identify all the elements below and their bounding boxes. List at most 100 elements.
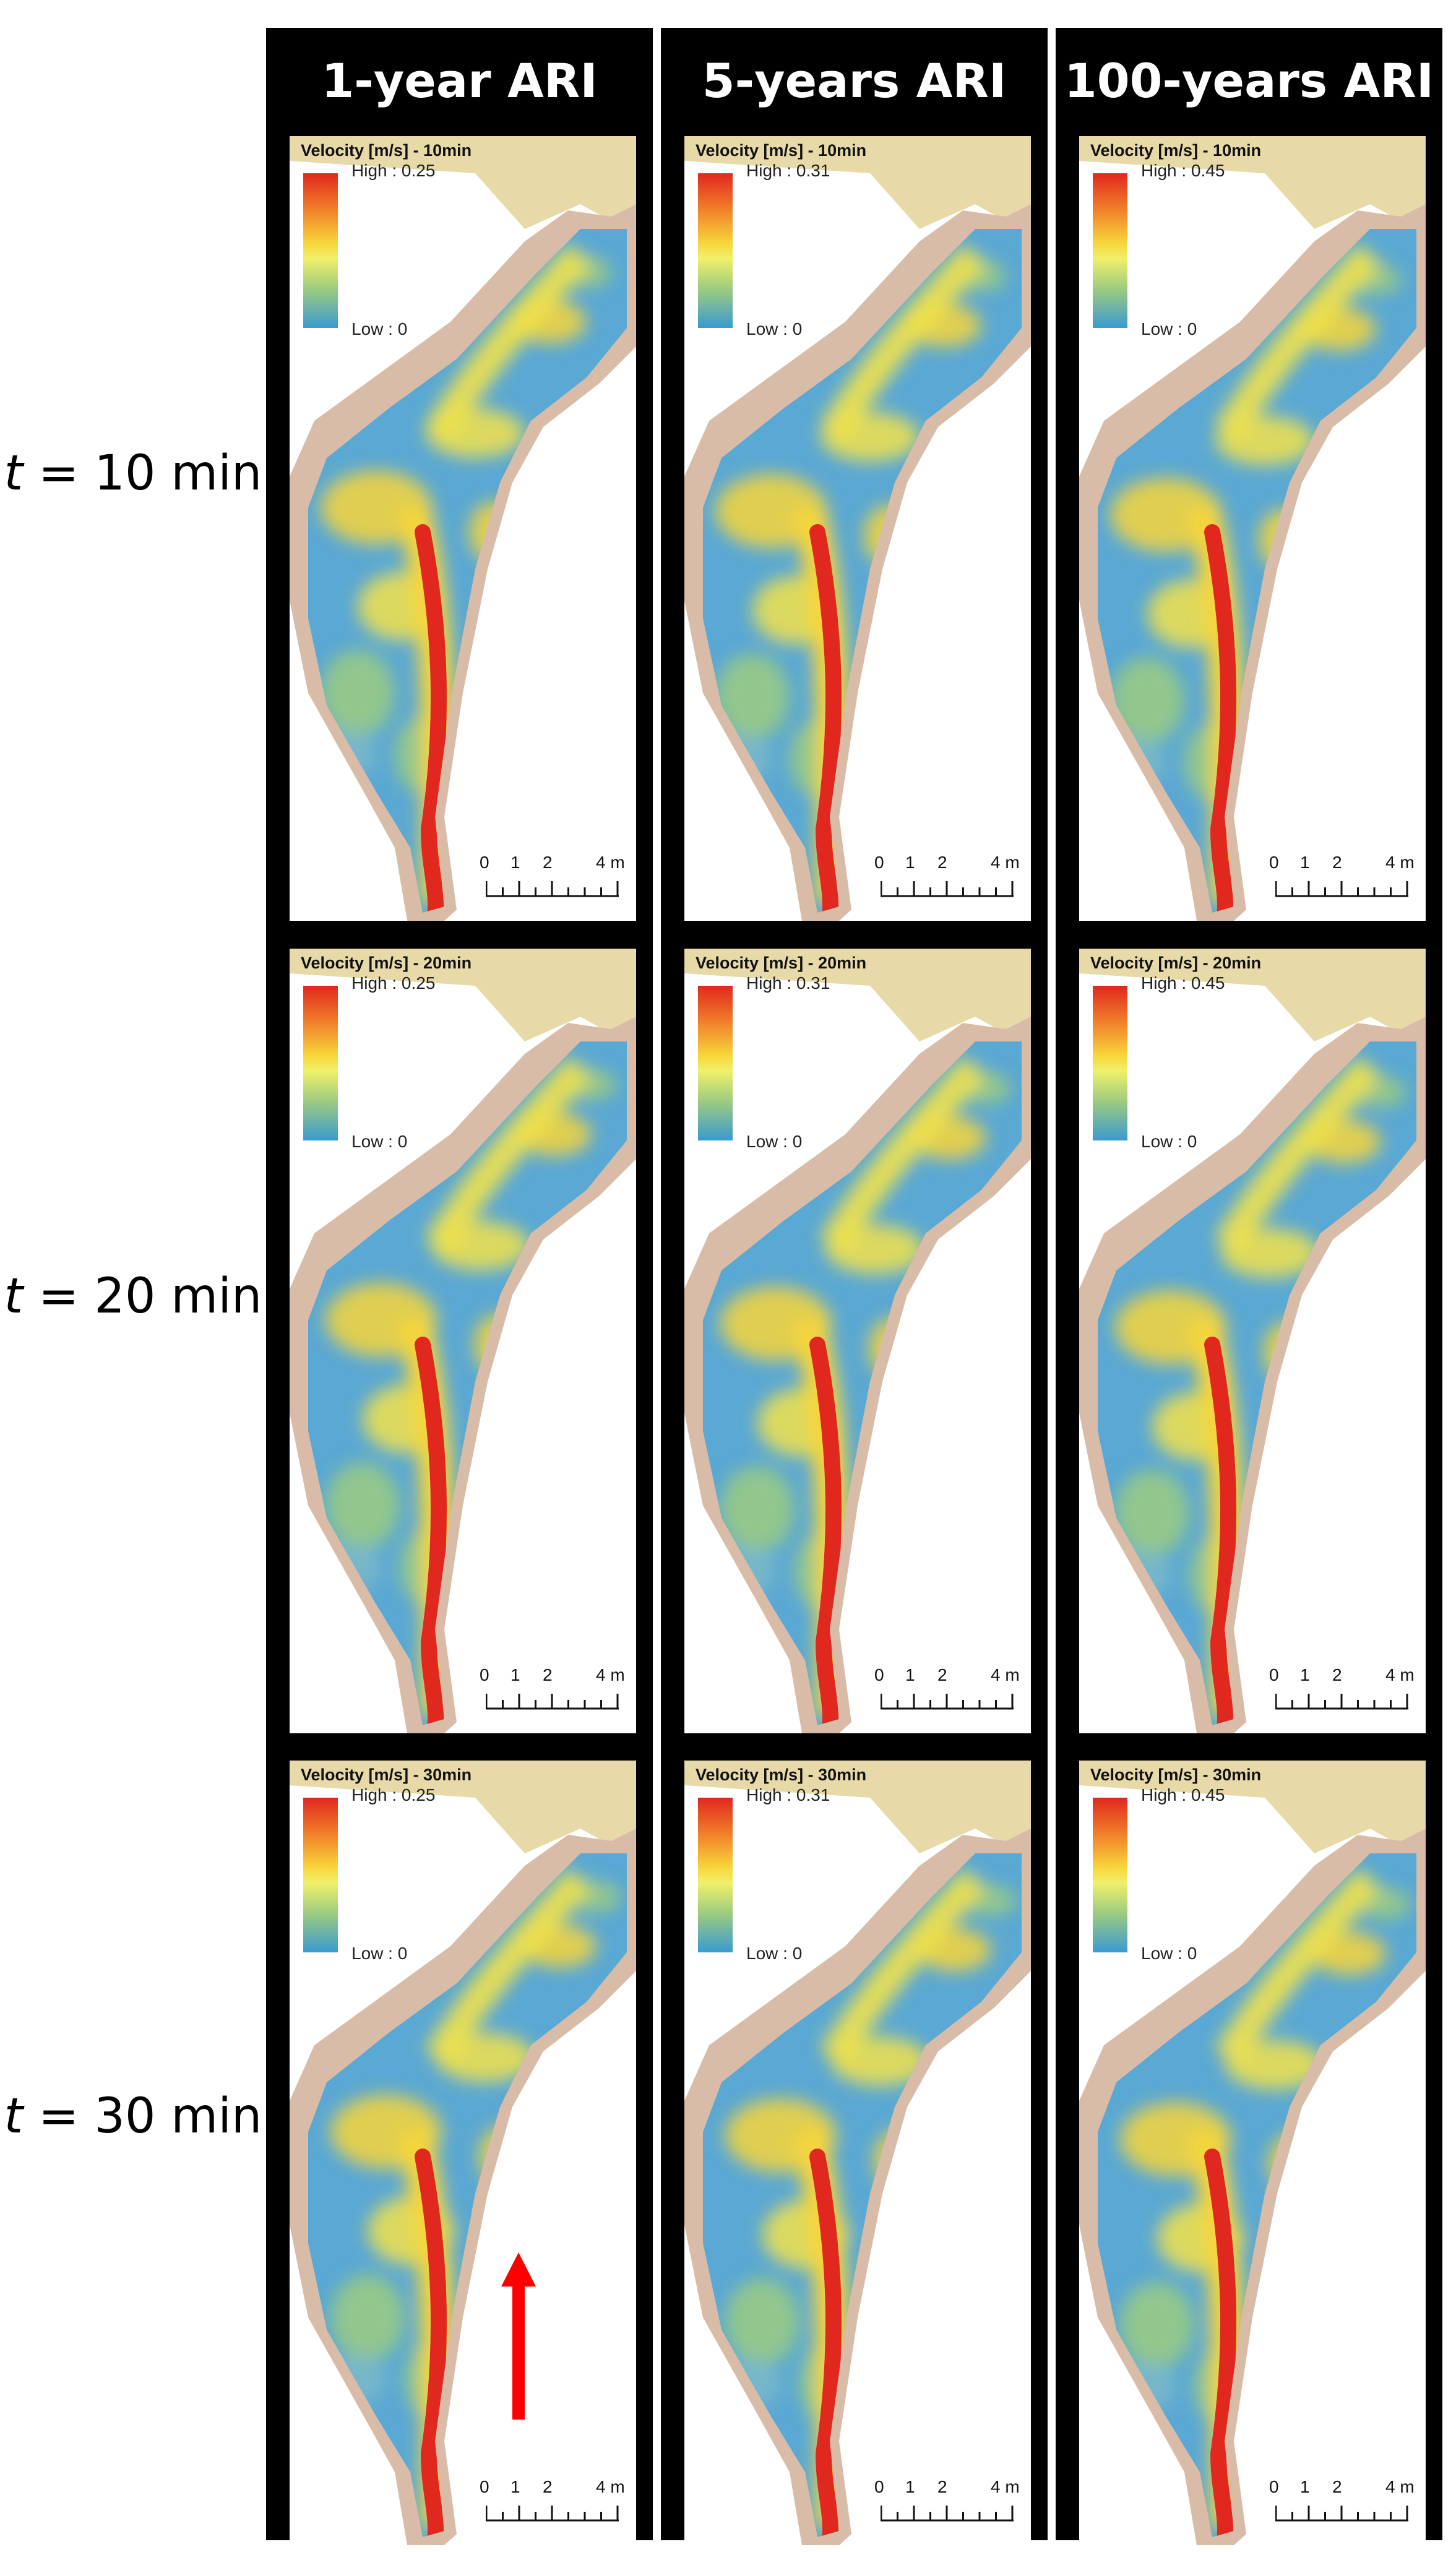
- column-header: 100-years ARI: [1064, 53, 1434, 108]
- scale-label: 1: [510, 2477, 520, 2496]
- scale-label: 4 m: [991, 2477, 1020, 2496]
- legend-title: Velocity [m/s] - 10min: [301, 141, 472, 160]
- scale-label: 2: [543, 1665, 553, 1684]
- legend-high-label: High : 0.31: [746, 1785, 830, 1804]
- legend-high-label: High : 0.45: [1141, 1785, 1225, 1804]
- legend-title: Velocity [m/s] - 30min: [1090, 1765, 1262, 1784]
- scale-ticks: [486, 2506, 619, 2522]
- eddy: [325, 1462, 400, 1549]
- scale-label: 4 m: [1385, 853, 1415, 872]
- legend-title: Velocity [m/s] - 10min: [1090, 141, 1262, 160]
- scale-label: 2: [937, 2477, 947, 2496]
- velocity-panel: Velocity [m/s] - 20min High : 0.45 Low : 0…: [1079, 949, 1426, 1733]
- legend-color-ramp: [303, 1798, 338, 1952]
- scale-label: 2: [1332, 853, 1342, 872]
- legend-title: Velocity [m/s] - 20min: [696, 954, 867, 972]
- terrain-area: [684, 1761, 1031, 1860]
- legend-title: Velocity [m/s] - 20min: [301, 954, 472, 972]
- scale-bar: 0 1 2 4 m: [873, 2477, 1022, 2527]
- legend-color-ramp: [698, 1798, 733, 1952]
- high-velocity-jet: [809, 524, 842, 913]
- eddy: [321, 650, 395, 736]
- scale-label: 0: [1269, 2477, 1279, 2496]
- scale-bar: 0 1 2 4 m: [478, 1665, 627, 1715]
- legend-title: Velocity [m/s] - 30min: [696, 1765, 867, 1784]
- scale-label: 4 m: [991, 1665, 1020, 1684]
- velocity-map: [290, 136, 636, 921]
- legend-low-label: Low : 0: [351, 1944, 408, 1963]
- row-label-10min: t = 10 min: [4, 446, 262, 501]
- scale-label: 2: [543, 853, 553, 872]
- scale-label: 2: [1332, 1665, 1342, 1684]
- scale-label: 2: [1332, 2477, 1342, 2496]
- terrain-area: [290, 949, 636, 1048]
- scale-label: 1: [905, 2477, 915, 2496]
- scale-bar: 0 1 2 4 m: [873, 853, 1022, 902]
- legend-low-label: Low : 0: [1141, 319, 1197, 338]
- scale-label: 1: [510, 853, 520, 872]
- scale-label: 1: [905, 853, 915, 872]
- high-velocity-jet: [1204, 2149, 1237, 2537]
- velocity-panel: Velocity [m/s] - 30min High : 0.31 Low : 0…: [684, 1761, 1031, 2545]
- scale-ticks: [1275, 881, 1408, 897]
- high-velocity-jet: [415, 524, 447, 913]
- legend-title: Velocity [m/s] - 20min: [1090, 954, 1262, 972]
- scale-label: 1: [1300, 853, 1310, 872]
- legend-color-ramp: [1093, 173, 1127, 328]
- scale-ticks: [486, 881, 619, 897]
- high-velocity-jet: [809, 1337, 842, 1725]
- terrain-area: [1079, 1761, 1426, 1860]
- scale-label: 2: [937, 1665, 947, 1684]
- scale-label: 1: [905, 1665, 915, 1684]
- eddy: [1225, 2040, 1324, 2090]
- eddy: [330, 2274, 405, 2361]
- legend-title: Velocity [m/s] - 10min: [696, 141, 867, 160]
- legend-color-ramp: [698, 986, 733, 1140]
- column-header: 5-years ARI: [702, 53, 1007, 108]
- scale-bar: 0 1 2 4 m: [873, 1665, 1022, 1715]
- scale-label: 4 m: [1385, 1665, 1415, 1684]
- legend-high-label: High : 0.25: [351, 973, 436, 993]
- scale-ticks: [881, 1694, 1014, 1710]
- legend-low-label: Low : 0: [351, 1132, 408, 1151]
- scale-label: 0: [480, 853, 489, 872]
- velocity-map: [290, 1761, 636, 2545]
- column-5-years: 5-years ARI Velocity [m/s] - 10min High :…: [661, 28, 1048, 2545]
- legend-color-ramp: [303, 986, 338, 1140]
- legend-high-label: High : 0.31: [746, 973, 830, 993]
- scale-label: 1: [1300, 2477, 1310, 2496]
- terrain-area: [684, 136, 1031, 235]
- legend-high-label: High : 0.25: [351, 1785, 436, 1804]
- high-velocity-jet: [1204, 1337, 1237, 1725]
- scale-ticks: [1275, 1694, 1408, 1710]
- velocity-field: [703, 229, 1022, 913]
- scale-ticks: [881, 881, 1014, 897]
- velocity-map: [1079, 949, 1426, 1733]
- scale-label: 2: [937, 853, 947, 872]
- velocity-map: [290, 949, 636, 1733]
- eddy: [1115, 1470, 1189, 1556]
- scale-label: 0: [1269, 1665, 1279, 1684]
- terrain-area: [1079, 136, 1426, 235]
- legend-color-ramp: [303, 173, 338, 328]
- row-label-30min: t = 30 min: [4, 2089, 262, 2144]
- scale-label: 4 m: [596, 853, 625, 872]
- legend-color-ramp: [1093, 986, 1127, 1140]
- scale-ticks: [1275, 2506, 1408, 2522]
- high-velocity-jet: [809, 2149, 842, 2537]
- legend-high-label: High : 0.45: [1141, 161, 1225, 180]
- arrow-up-icon: [501, 2252, 536, 2420]
- terrain-area: [290, 136, 636, 235]
- scale-label: 0: [874, 1665, 884, 1684]
- scale-label: 1: [510, 1665, 520, 1684]
- legend-high-label: High : 0.31: [746, 161, 830, 180]
- scale-label: 0: [1269, 853, 1279, 872]
- scale-label: 2: [543, 2477, 553, 2496]
- velocity-panel: Velocity [m/s] - 30min High : 0.25 Low : 0…: [290, 1761, 636, 2545]
- velocity-panel: Velocity [m/s] - 20min High : 0.25 Low : 0…: [290, 949, 636, 1733]
- legend-low-label: Low : 0: [746, 319, 803, 338]
- velocity-map: [684, 136, 1031, 921]
- scale-bar: 0 1 2 4 m: [478, 2477, 627, 2527]
- velocity-field: [703, 1853, 1022, 2537]
- scale-bar: 0 1 2 4 m: [478, 853, 627, 902]
